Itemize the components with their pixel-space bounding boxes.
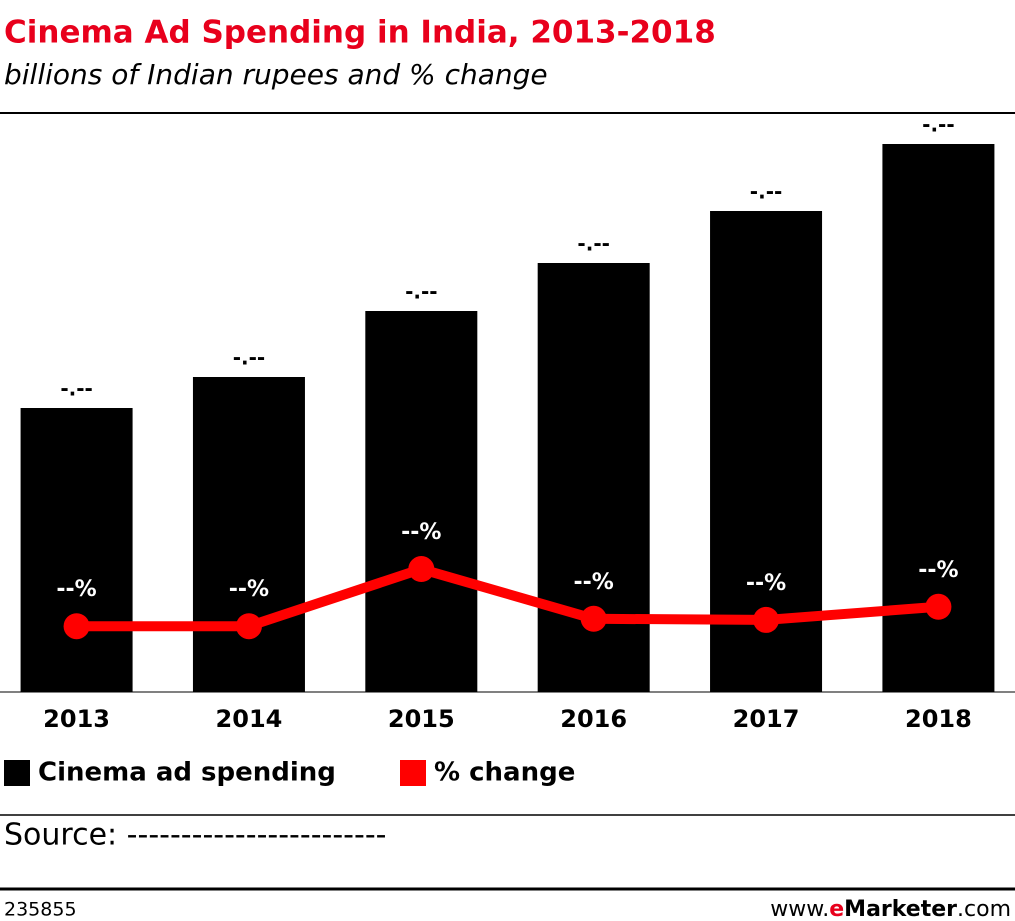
line-point xyxy=(408,556,435,583)
x-tick-label: 2018 xyxy=(905,705,972,733)
line-point xyxy=(63,613,90,640)
line-value-label: --% xyxy=(229,577,269,602)
bar-value-label: -.-- xyxy=(233,346,266,370)
line-point xyxy=(925,593,952,620)
line-point xyxy=(235,613,262,640)
bar xyxy=(365,311,478,692)
brand-part: .com xyxy=(957,897,1011,921)
line-value-label: --% xyxy=(746,571,786,596)
legend-swatch xyxy=(400,760,426,786)
chart-id: 235855 xyxy=(4,899,77,921)
line-value-label: --% xyxy=(918,558,958,583)
brand: www.eMarketer.com xyxy=(770,897,1011,921)
chart-subtitle: billions of Indian rupees and % change xyxy=(4,58,548,91)
line-value-label: --% xyxy=(401,520,441,545)
x-tick-label: 2013 xyxy=(43,705,110,733)
line xyxy=(76,564,939,632)
bar-value-label: -.-- xyxy=(60,377,93,401)
brand-part: www. xyxy=(770,897,829,921)
bar xyxy=(192,377,305,692)
line-point xyxy=(753,606,780,633)
chart-title: Cinema Ad Spending in India, 2013-2018 xyxy=(4,15,716,51)
x-tick-label: 2017 xyxy=(733,705,800,733)
source: Source: ------------------------ xyxy=(4,818,387,853)
x-tick-label: 2014 xyxy=(216,705,283,733)
legend-label: % change xyxy=(434,758,575,788)
bar-value-label: -.-- xyxy=(405,280,438,304)
bar-value-label: -.-- xyxy=(922,113,955,137)
brand-part: e xyxy=(829,897,844,921)
line-value-label: --% xyxy=(574,570,614,595)
x-tick-label: 2015 xyxy=(388,705,455,733)
line-value-label: --% xyxy=(56,577,96,602)
x-tick-label: 2016 xyxy=(560,705,627,733)
legend-label: Cinema ad spending xyxy=(38,758,336,788)
legend-swatch xyxy=(4,760,30,786)
brand-part: Marketer xyxy=(844,897,957,921)
bar-value-label: -.-- xyxy=(577,232,610,256)
bar xyxy=(20,408,133,692)
bar-value-label: -.-- xyxy=(750,180,783,204)
line-point xyxy=(580,605,607,632)
